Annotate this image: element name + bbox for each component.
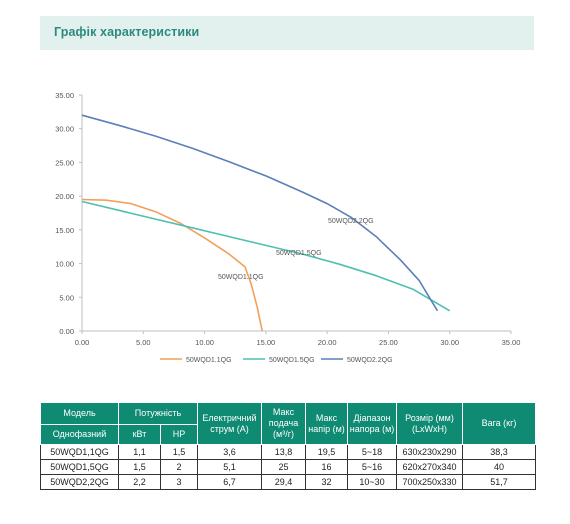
header-power: Потужність	[118, 402, 198, 425]
header-current: Електричний струм (А)	[197, 402, 262, 445]
page-title: Графік характеристики	[54, 25, 200, 39]
cell-head: 32	[305, 474, 348, 490]
x-tick-label: 25.00	[379, 338, 398, 347]
y-tick-label: 0.00	[59, 327, 74, 336]
table-row: 50WQD1,5QG 1,5 2 5,1 25 16 5~16 620x270x…	[40, 459, 536, 475]
y-tick-label: 10.00	[55, 260, 74, 269]
x-tick-label: 5.00	[136, 338, 151, 347]
legend-label-2: 50WQD1.5QG	[269, 357, 315, 364]
header-phase: Однофазний	[40, 424, 119, 445]
cell-current: 5,1	[197, 459, 262, 475]
cell-kw: 1,1	[118, 444, 161, 460]
cell-size: 620x270x340	[396, 459, 463, 475]
performance-chart: 0.00 5.00 10.00 15.00 20.00 25.00 30.00 35.00 0.…	[55, 91, 521, 364]
cell-size: 630x230x290	[396, 444, 463, 460]
cell-current: 3,6	[197, 444, 262, 460]
cell-current: 6,7	[197, 474, 262, 490]
x-tick-label: 20.00	[318, 338, 337, 347]
series-line-3	[81, 114, 439, 312]
y-tick-label: 30.00	[55, 125, 74, 134]
cell-flow: 13,8	[261, 444, 306, 460]
cell-flow: 29,4	[261, 474, 306, 490]
legend-label-1: 50WQD1.1QG	[186, 357, 232, 364]
cell-head: 16	[305, 459, 348, 475]
series-line-2	[81, 200, 451, 312]
cell-head: 19,5	[305, 444, 348, 460]
cell-kw: 1,5	[118, 459, 161, 475]
y-tick-label: 35.00	[55, 91, 74, 100]
cell-model: 50WQD1,5QG	[40, 459, 119, 475]
header-head: Макс напір (м)	[305, 402, 348, 445]
cell-flow: 25	[261, 459, 306, 475]
cell-weight: 51,7	[462, 474, 536, 490]
cell-kw: 2,2	[118, 474, 161, 490]
cell-model: 50WQD2,2QG	[40, 474, 119, 490]
table-row: 50WQD2,2QG 2,2 3 6,7 29,4 32 10~30 700x2…	[40, 474, 536, 490]
header-range: Діапазон напора (м)	[347, 402, 397, 445]
series-annotation-2: 50WQD1.5QG	[276, 250, 322, 257]
x-tick-label: 0.00	[75, 338, 90, 347]
x-tick-label: 30.00	[440, 338, 459, 347]
x-tick-label: 10.00	[195, 338, 214, 347]
table-row: 50WQD1,1QG 1,1 1,5 3,6 13,8 19,5 5~18 63…	[40, 444, 536, 460]
series-annotation-3: 50WQD2.2QG	[328, 218, 374, 225]
spec-table: Модель Потужність Електричний струм (А) …	[40, 402, 536, 490]
header-hp: HP	[160, 424, 198, 445]
cell-range: 5~16	[347, 459, 397, 475]
header-kw: кВт	[118, 424, 161, 445]
series-line-1	[81, 198, 263, 332]
cell-hp: 1,5	[160, 444, 198, 460]
cell-weight: 40	[462, 459, 536, 475]
series-annotation-1: 50WQD1.1QG	[218, 274, 264, 281]
cell-hp: 2	[160, 459, 198, 475]
cell-size: 700x250x330	[396, 474, 463, 490]
y-tick-label: 15.00	[55, 226, 74, 235]
heading-bar: Графік характеристики	[40, 16, 534, 50]
x-tick-label: 15.00	[256, 338, 275, 347]
y-tick-label: 20.00	[55, 192, 74, 201]
y-tick-label: 25.00	[55, 158, 74, 167]
cell-weight: 38,3	[462, 444, 536, 460]
x-tick-label: 35.00	[502, 338, 521, 347]
cell-range: 5~18	[347, 444, 397, 460]
header-flow: Макс подача (м³/г)	[261, 402, 306, 445]
cell-model: 50WQD1,1QG	[40, 444, 119, 460]
y-tick-label: 5.00	[59, 293, 74, 302]
legend-label-3: 50WQD2.2QG	[347, 357, 393, 364]
header-size: Розмір (мм) (LxWxH)	[396, 402, 463, 445]
cell-hp: 3	[160, 474, 198, 490]
header-weight: Вага (кг)	[462, 402, 536, 445]
header-model: Модель	[40, 402, 119, 425]
cell-range: 10~30	[347, 474, 397, 490]
